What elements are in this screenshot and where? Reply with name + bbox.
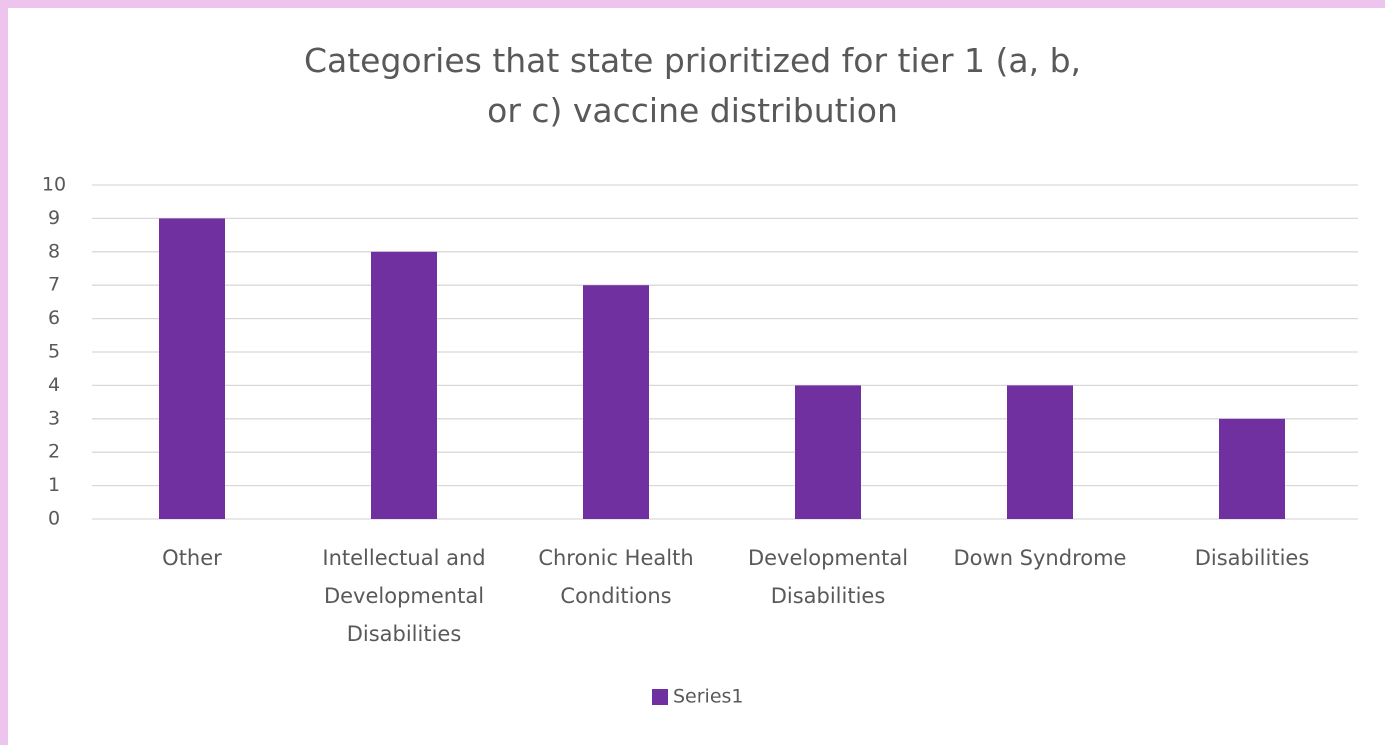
chart-title: Categories that state prioritized for ti… [303,41,1082,130]
bar [371,251,437,520]
x-tick-label: Disabilities [1194,546,1310,570]
chart-area [8,8,1385,745]
legend-swatch [652,689,668,705]
y-tick-label: 10 [42,174,66,196]
y-tick-label: 2 [48,441,60,463]
y-tick-label: 5 [48,341,60,363]
bar [1219,418,1285,519]
x-tick-label: Down Syndrome [953,546,1127,570]
y-tick-label: 7 [48,274,60,296]
bar [795,385,861,519]
x-tick-label: Developmental Disabilities [747,546,909,608]
x-tick-label: Chronic Health Conditions [538,546,694,608]
y-tick-label: 6 [48,307,60,329]
legend-label: Series1 [673,686,744,708]
bar [159,218,225,519]
y-tick-label: 8 [48,240,60,262]
y-tick-label: 9 [48,207,60,229]
bar [583,285,649,519]
y-tick-label: 3 [48,407,60,429]
y-tick-label: 0 [48,508,60,530]
y-tick-label: 4 [48,374,60,396]
bar [1007,385,1073,519]
y-tick-label: 1 [48,474,60,496]
x-tick-label: Other [162,546,222,570]
x-tick-label: Intellectual and Developmental Disabilit… [322,546,486,646]
